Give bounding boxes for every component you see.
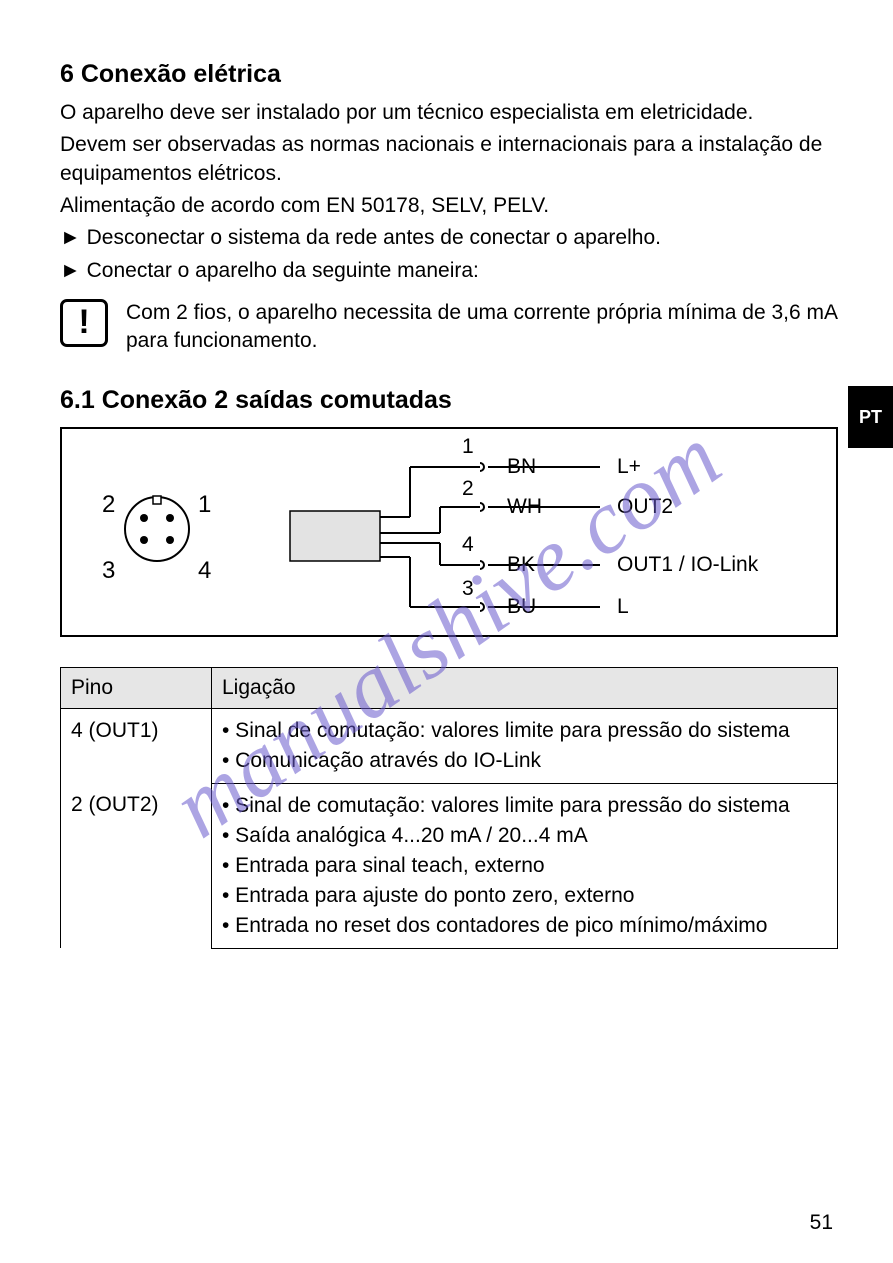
attention-icon: !	[60, 299, 108, 347]
pin4-row1: • Sinal de comutação: valores limite par…	[212, 708, 838, 746]
section-6-1-heading: 6.1 Conexão 2 saídas comutadas	[60, 386, 838, 415]
wire-color-wh: WH	[507, 495, 542, 519]
note-text: Com 2 fios, o aparelho necessita de uma …	[126, 299, 838, 356]
section6-para2: Devem ser observadas as normas nacionais…	[60, 131, 838, 188]
pin2-row4: • Entrada para ajuste do ponto zero, ext…	[212, 881, 838, 911]
wire-num-4: 4	[462, 533, 474, 557]
wire-num-2: 2	[462, 477, 474, 501]
connector-pin-3-label: 3	[102, 557, 115, 585]
pin-4-label: 4 (OUT1)	[61, 708, 212, 783]
connector-pin-4-label: 4	[198, 557, 211, 585]
section6-para3: Alimentação de acordo com EN 50178, SELV…	[60, 192, 838, 220]
pins-table: Pino Ligação 4 (OUT1) • Sinal de comutaç…	[60, 667, 838, 949]
connector-face-icon	[117, 489, 197, 569]
exclamation-icon: !	[78, 305, 89, 339]
wire-num-1: 1	[462, 435, 474, 459]
pin2-row2: • Saída analógica 4...20 mA / 20...4 mA	[212, 821, 838, 851]
note-row: ! Com 2 fios, o aparelho necessita de um…	[60, 299, 838, 356]
wire-num-3: 3	[462, 577, 474, 601]
language-tab: PT	[848, 386, 893, 448]
wire-signal-lminus: L	[617, 595, 629, 619]
wire-signal-lplus: L+	[617, 455, 641, 479]
connector-pin-1-label: 1	[198, 491, 211, 519]
connector-pin-2-label: 2	[102, 491, 115, 519]
section6-bullet1: ► Desconectar o sistema da rede antes de…	[60, 224, 838, 252]
pin2-row5: • Entrada no reset dos contadores de pic…	[212, 911, 838, 949]
pin2-row1: • Sinal de comutação: valores limite par…	[212, 783, 838, 821]
wiring-lines-icon	[280, 447, 620, 627]
pins-table-header-connection: Ligação	[212, 667, 838, 708]
section-6-heading: 6 Conexão elétrica	[60, 60, 838, 89]
wire-color-bn: BN	[507, 455, 536, 479]
wire-color-bk: BK	[507, 553, 535, 577]
page-number: 51	[810, 1211, 833, 1235]
pins-table-header-pin: Pino	[61, 667, 212, 708]
section6-bullet2: ► Conectar o aparelho da seguinte maneir…	[60, 257, 838, 285]
wire-signal-out1: OUT1 / IO-Link	[617, 553, 758, 577]
wiring-diagram: 2 1 3 4	[60, 427, 838, 637]
pin2-row3: • Entrada para sinal teach, externo	[212, 851, 838, 881]
wire-signal-out2: OUT2	[617, 495, 673, 519]
pin-2-label: 2 (OUT2)	[61, 783, 212, 948]
wire-color-bu: BU	[507, 595, 536, 619]
section6-para1: O aparelho deve ser instalado por um téc…	[60, 99, 838, 127]
pin4-row2: • Comunicação através do IO-Link	[212, 746, 838, 784]
